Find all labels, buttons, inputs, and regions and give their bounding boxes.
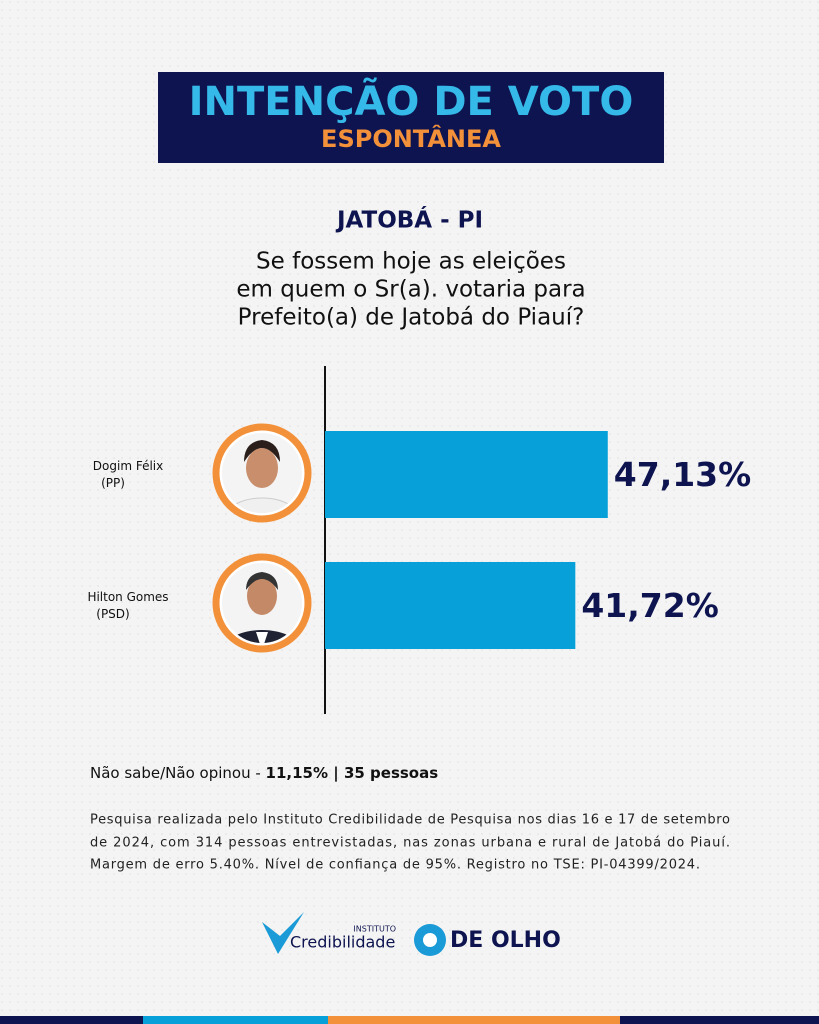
logo-small: INSTITUTO <box>353 925 396 934</box>
bottom-stripe <box>0 1016 819 1024</box>
candidate-party: (PP) <box>101 476 125 490</box>
question-line: Se fossem hoje as eleições <box>256 249 566 275</box>
title: INTENÇÃO DE VOTO <box>189 76 634 125</box>
title-box <box>158 72 664 163</box>
question-line: em quem o Sr(a). votaria para <box>236 277 585 303</box>
candidate-photo <box>212 423 312 523</box>
location: JATOBÁ - PI <box>335 206 483 234</box>
bars: 47,13% Dogim Félix (PP) 41,72% Hilton Gomes (… <box>87 431 751 649</box>
note-label: Não sabe/Não opinou - <box>90 764 266 782</box>
methodology-line: Pesquisa realizada pelo Instituto Credib… <box>90 813 730 828</box>
value-label: 41,72% <box>581 586 718 625</box>
logo-icon <box>423 933 437 947</box>
subtitle: ESPONTÂNEA <box>321 124 501 153</box>
methodology-line: Margem de erro 5.40%. Nível de confiança… <box>90 858 700 873</box>
undecided-note: Não sabe/Não opinou - 11,15% | 35 pessoa… <box>90 764 438 783</box>
methodology-line: de 2024, com 314 pessoas entrevistadas, … <box>90 836 730 851</box>
question-line: Prefeito(a) de Jatobá do Piauí? <box>238 305 585 331</box>
candidate-party: (PSD) <box>96 607 129 621</box>
candidate-photo <box>212 553 312 653</box>
candidate-name: Hilton Gomes <box>87 590 168 604</box>
value-label: 47,13% <box>614 455 751 494</box>
note-value: 11,15% | 35 pessoas <box>266 764 439 783</box>
logo-icon <box>262 912 304 954</box>
logo-text: Credibilidade <box>290 933 395 952</box>
bar <box>325 431 608 518</box>
logo-text: DE OLHO <box>450 928 561 953</box>
candidate-name: Dogim Félix <box>93 459 163 473</box>
bar <box>325 562 576 649</box>
